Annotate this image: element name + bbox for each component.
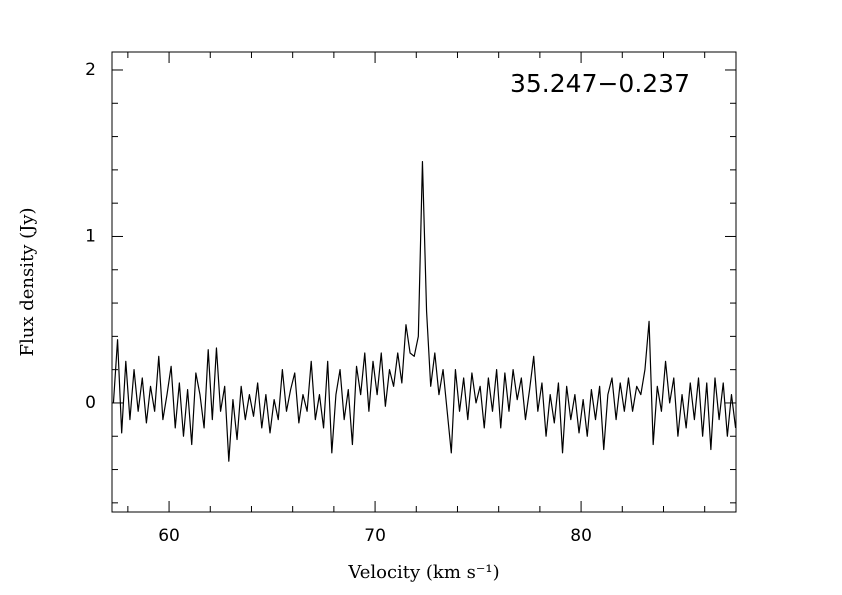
annotation: 35.247−0.237 — [510, 69, 690, 98]
spectrum-line — [112, 160, 737, 462]
y-tick-label: 0 — [85, 393, 96, 413]
y-tick-label: 2 — [85, 60, 96, 80]
y-axis-label: Flux density (Jy) — [17, 207, 38, 356]
x-axis-label: Velocity (km s⁻¹) — [347, 562, 499, 583]
plot-frame — [111, 51, 737, 513]
x-tick-label: 80 — [570, 526, 592, 546]
x-tick-label: 70 — [364, 526, 386, 546]
y-tick-label: 1 — [85, 226, 96, 246]
x-tick-label: 60 — [158, 526, 180, 546]
